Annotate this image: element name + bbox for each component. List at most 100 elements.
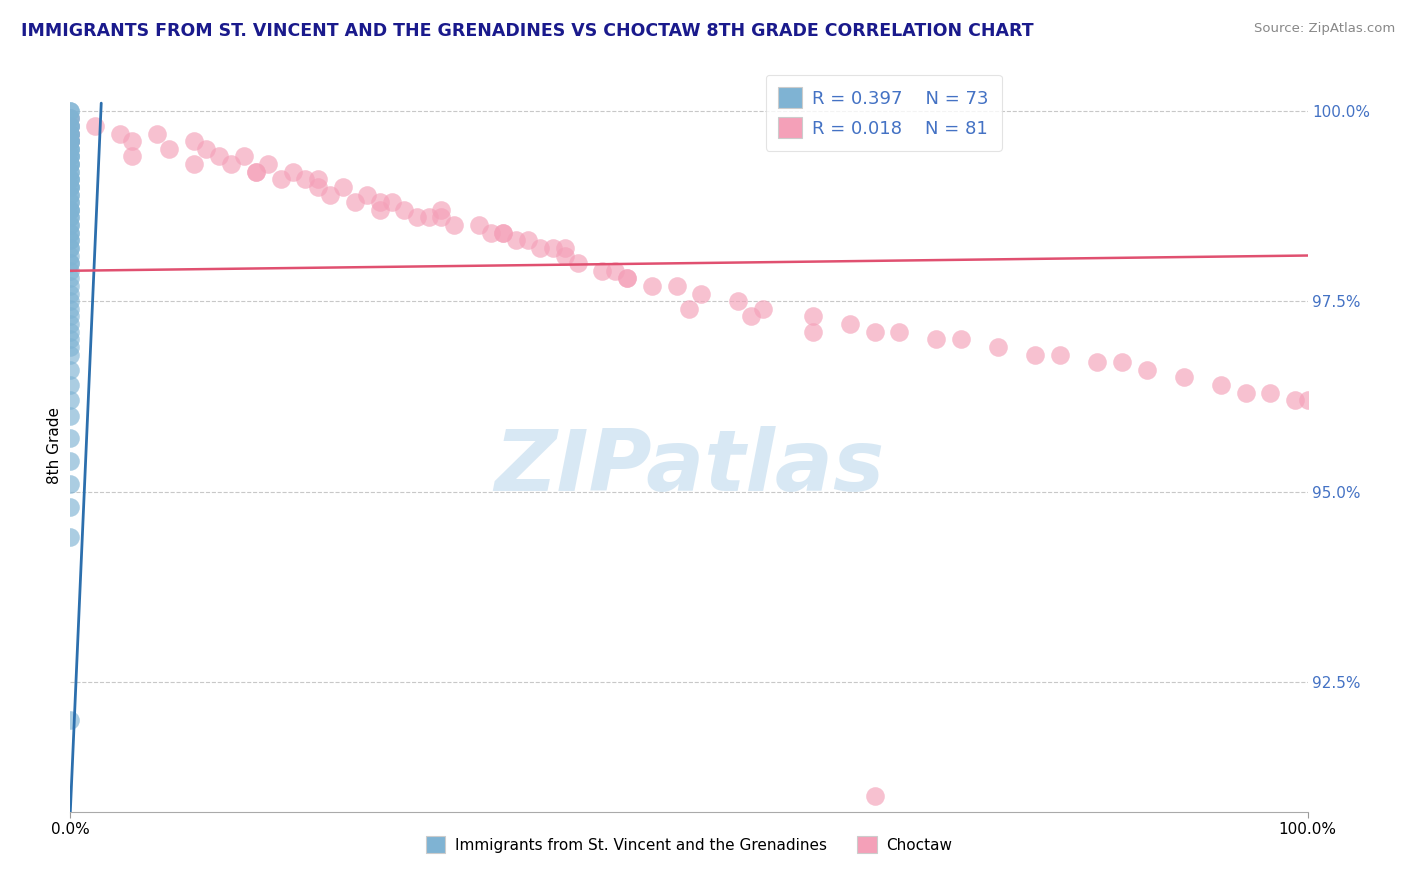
Point	[889, 325, 911, 339]
Point	[59, 142, 82, 156]
Point	[183, 134, 205, 148]
Point	[195, 142, 218, 156]
Point	[59, 202, 82, 217]
Point	[567, 256, 589, 270]
Point	[1296, 393, 1319, 408]
Point	[245, 164, 267, 178]
Point	[59, 127, 82, 141]
Point	[59, 187, 82, 202]
Point	[59, 218, 82, 232]
Point	[394, 202, 416, 217]
Point	[492, 226, 515, 240]
Point	[157, 142, 180, 156]
Point	[492, 226, 515, 240]
Point	[59, 325, 82, 339]
Point	[641, 279, 664, 293]
Point	[281, 164, 304, 178]
Point	[381, 195, 404, 210]
Point	[59, 256, 82, 270]
Point	[59, 149, 82, 163]
Point	[245, 164, 267, 178]
Point	[319, 187, 342, 202]
Point	[59, 112, 82, 126]
Y-axis label: 8th Grade: 8th Grade	[46, 408, 62, 484]
Point	[59, 164, 82, 178]
Point	[59, 378, 82, 392]
Point	[529, 241, 551, 255]
Point	[1049, 347, 1071, 361]
Point	[59, 149, 82, 163]
Point	[1136, 363, 1159, 377]
Point	[59, 713, 82, 727]
Point	[616, 271, 638, 285]
Point	[1260, 385, 1282, 400]
Point	[59, 241, 82, 255]
Point	[219, 157, 242, 171]
Point	[987, 340, 1010, 354]
Point	[59, 127, 82, 141]
Point	[59, 172, 82, 186]
Point	[294, 172, 316, 186]
Point	[59, 180, 82, 194]
Point	[59, 112, 82, 126]
Point	[59, 271, 82, 285]
Point	[59, 218, 82, 232]
Point	[183, 157, 205, 171]
Point	[59, 142, 82, 156]
Point	[59, 127, 82, 141]
Legend: Immigrants from St. Vincent and the Grenadines, Choctaw: Immigrants from St. Vincent and the Gren…	[419, 830, 959, 859]
Point	[727, 294, 749, 309]
Point	[59, 500, 82, 514]
Point	[801, 310, 824, 324]
Point	[59, 202, 82, 217]
Point	[59, 119, 82, 133]
Point	[801, 325, 824, 339]
Point	[59, 393, 82, 408]
Point	[59, 157, 82, 171]
Point	[208, 149, 231, 163]
Point	[59, 103, 82, 118]
Point	[740, 310, 762, 324]
Point	[59, 233, 82, 247]
Point	[59, 157, 82, 171]
Text: IMMIGRANTS FROM ST. VINCENT AND THE GRENADINES VS CHOCTAW 8TH GRADE CORRELATION : IMMIGRANTS FROM ST. VINCENT AND THE GREN…	[21, 22, 1033, 40]
Point	[418, 211, 440, 225]
Point	[1173, 370, 1195, 384]
Point	[59, 134, 82, 148]
Point	[59, 172, 82, 186]
Point	[343, 195, 366, 210]
Point	[554, 248, 576, 262]
Point	[430, 211, 453, 225]
Point	[591, 264, 613, 278]
Text: Source: ZipAtlas.com: Source: ZipAtlas.com	[1254, 22, 1395, 36]
Point	[479, 226, 502, 240]
Point	[603, 264, 626, 278]
Point	[59, 211, 82, 225]
Point	[678, 301, 700, 316]
Point	[59, 233, 82, 247]
Point	[59, 134, 82, 148]
Point	[59, 134, 82, 148]
Point	[59, 279, 82, 293]
Point	[59, 195, 82, 210]
Point	[332, 180, 354, 194]
Point	[146, 127, 169, 141]
Point	[554, 241, 576, 255]
Point	[59, 431, 82, 445]
Point	[1024, 347, 1046, 361]
Point	[232, 149, 254, 163]
Point	[1085, 355, 1108, 369]
Point	[368, 202, 391, 217]
Point	[270, 172, 292, 186]
Point	[59, 211, 82, 225]
Point	[443, 218, 465, 232]
Point	[368, 195, 391, 210]
Point	[59, 363, 82, 377]
Point	[121, 134, 143, 148]
Point	[59, 264, 82, 278]
Point	[59, 172, 82, 186]
Point	[59, 134, 82, 148]
Point	[59, 301, 82, 316]
Point	[517, 233, 540, 247]
Point	[1111, 355, 1133, 369]
